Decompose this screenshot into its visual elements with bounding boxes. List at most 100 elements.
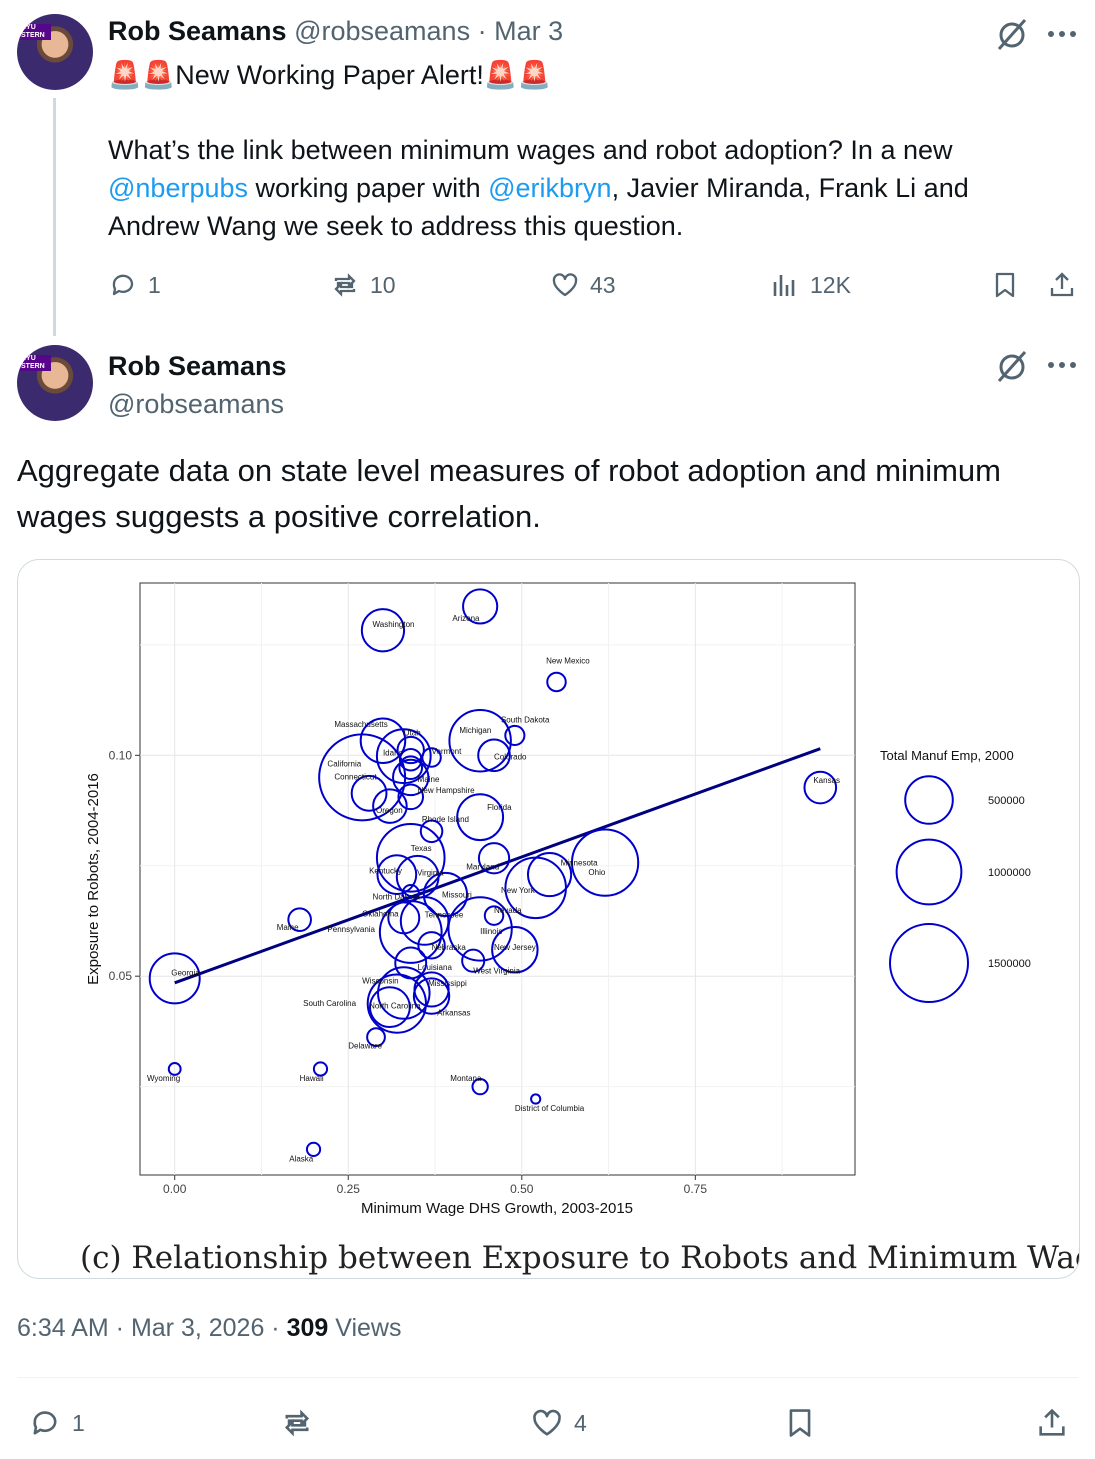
data-point — [369, 986, 411, 1029]
mention-link[interactable]: @nberpubs — [108, 173, 248, 203]
point-label: Wisconsin — [362, 976, 398, 985]
point-label: District of Columbia — [515, 1104, 585, 1113]
data-point — [448, 708, 512, 773]
reply-icon — [112, 274, 134, 296]
y-ticks-group: 0.05 0.10 — [109, 748, 140, 983]
like-button[interactable]: 43 — [550, 270, 616, 300]
avatar[interactable]: NYU STERN — [17, 14, 93, 90]
point-label: North Dakota — [373, 892, 421, 901]
data-point — [392, 758, 430, 797]
mention-link[interactable]: @erikbryn — [488, 173, 612, 203]
divider — [17, 1377, 1078, 1378]
post-date[interactable]: · Mar 3 — [477, 16, 564, 46]
tweet2-body: Aggregate data on state level measures o… — [17, 453, 1001, 534]
data-point — [417, 931, 446, 960]
data-point — [477, 842, 511, 875]
point-label: Ohio — [588, 868, 605, 877]
point-label: Connecticut — [334, 773, 377, 782]
x-ticks-group: 0.00 0.25 0.50 0.75 — [163, 1175, 707, 1196]
display-name[interactable]: Rob Seamans — [108, 16, 287, 46]
point-label: Texas — [411, 844, 432, 853]
more-icon[interactable] — [1046, 26, 1078, 42]
display-name[interactable]: Rob Seamans — [108, 351, 287, 381]
repost-icon — [334, 273, 356, 297]
reply-count: 1 — [72, 1409, 85, 1436]
legend-label: 1500000 — [988, 958, 1031, 970]
views-count: 12K — [810, 271, 851, 298]
repost-button[interactable]: 10 — [330, 270, 396, 300]
point-label: New Mexico — [546, 656, 590, 665]
bookmark-icon[interactable] — [783, 1406, 817, 1440]
data-point — [422, 871, 469, 918]
data-point — [372, 788, 408, 824]
x-tick-label: 0.75 — [684, 1182, 708, 1196]
grok-icon[interactable] — [993, 348, 1031, 386]
point-label: Kansas — [813, 776, 840, 785]
share-icon[interactable] — [1047, 270, 1077, 300]
data-point — [359, 717, 407, 764]
point-label: Washington — [373, 620, 415, 629]
data-point — [412, 977, 451, 1015]
point-label: Kentucky — [369, 866, 402, 875]
legend-circle — [904, 775, 954, 825]
data-point — [396, 735, 425, 765]
repost-button[interactable] — [280, 1406, 314, 1440]
point-label: West Virginia — [473, 967, 520, 976]
data-point — [378, 900, 443, 964]
point-label: Rhode Island — [422, 815, 469, 824]
tweet1-body: What’s the link between minimum wages an… — [108, 131, 1008, 245]
tweet1-header: Rob Seamans @robseamans · Mar 3 — [108, 16, 563, 47]
like-icon — [552, 273, 578, 297]
data-point — [398, 747, 423, 772]
point-label: California — [327, 759, 361, 768]
point-label: Wyoming — [147, 1074, 180, 1083]
points-group — [148, 588, 838, 1157]
reply-button[interactable]: 1 — [28, 1406, 85, 1440]
like-icon — [533, 1409, 561, 1436]
views-icon — [773, 275, 795, 296]
point-label: Montana — [450, 1074, 482, 1083]
data-point — [148, 952, 201, 1005]
figure-caption: (c) Relationship between Exposure to Rob… — [80, 1240, 1079, 1276]
data-point — [456, 793, 505, 842]
data-point — [491, 925, 539, 974]
more-icon[interactable] — [1046, 357, 1078, 373]
data-point — [447, 896, 513, 962]
post-timestamp[interactable]: 6:34 AM · Mar 3, 2026 · 309 Views — [17, 1314, 401, 1343]
bookmark-icon[interactable] — [990, 270, 1020, 300]
views-button[interactable]: 12K — [770, 270, 851, 300]
like-count: 43 — [590, 271, 616, 298]
y-axis-label: Exposure to Robots, 2004-2016 — [85, 773, 102, 985]
data-point — [377, 966, 431, 1020]
body-text: , Javier Miranda, Frank Li and Andrew Wa… — [108, 173, 969, 241]
x-tick-label: 0.00 — [163, 1182, 187, 1196]
media-card[interactable]: Arizona Washington New Mexico Massachusetts… — [17, 559, 1080, 1279]
like-count: 4 — [574, 1409, 587, 1436]
fit-line — [174, 747, 821, 985]
siren-emoji: 🚨🚨 — [483, 60, 552, 90]
avatar[interactable]: NYU STERN — [17, 345, 93, 421]
grok-icon[interactable] — [993, 16, 1031, 54]
share-icon[interactable] — [1035, 1406, 1069, 1440]
data-point — [366, 1027, 386, 1048]
point-label: Vermont — [432, 747, 463, 756]
body-text: working paper with — [248, 173, 489, 203]
data-point — [312, 1061, 329, 1077]
point-label: New Jersey — [494, 943, 536, 952]
body-text: What’s the link between minimum wages an… — [108, 135, 953, 165]
point-label: Florida — [487, 803, 512, 812]
siren-emoji: 🚨🚨 — [108, 60, 176, 90]
views-label: Views — [328, 1314, 402, 1342]
thread-line — [53, 98, 56, 336]
like-button[interactable]: 4 — [530, 1406, 587, 1440]
point-label: Virginia — [417, 868, 444, 877]
legend-label: 500000 — [988, 795, 1025, 807]
data-point — [483, 905, 505, 926]
size-legend: 500000 1000000 1500000 — [889, 775, 1031, 1003]
reply-icon — [33, 1411, 57, 1435]
reply-button[interactable]: 1 — [108, 270, 161, 300]
point-label: New York — [501, 886, 536, 895]
handle[interactable]: @robseamans — [108, 389, 284, 419]
handle[interactable]: @robseamans — [294, 16, 471, 46]
data-point — [421, 747, 442, 768]
